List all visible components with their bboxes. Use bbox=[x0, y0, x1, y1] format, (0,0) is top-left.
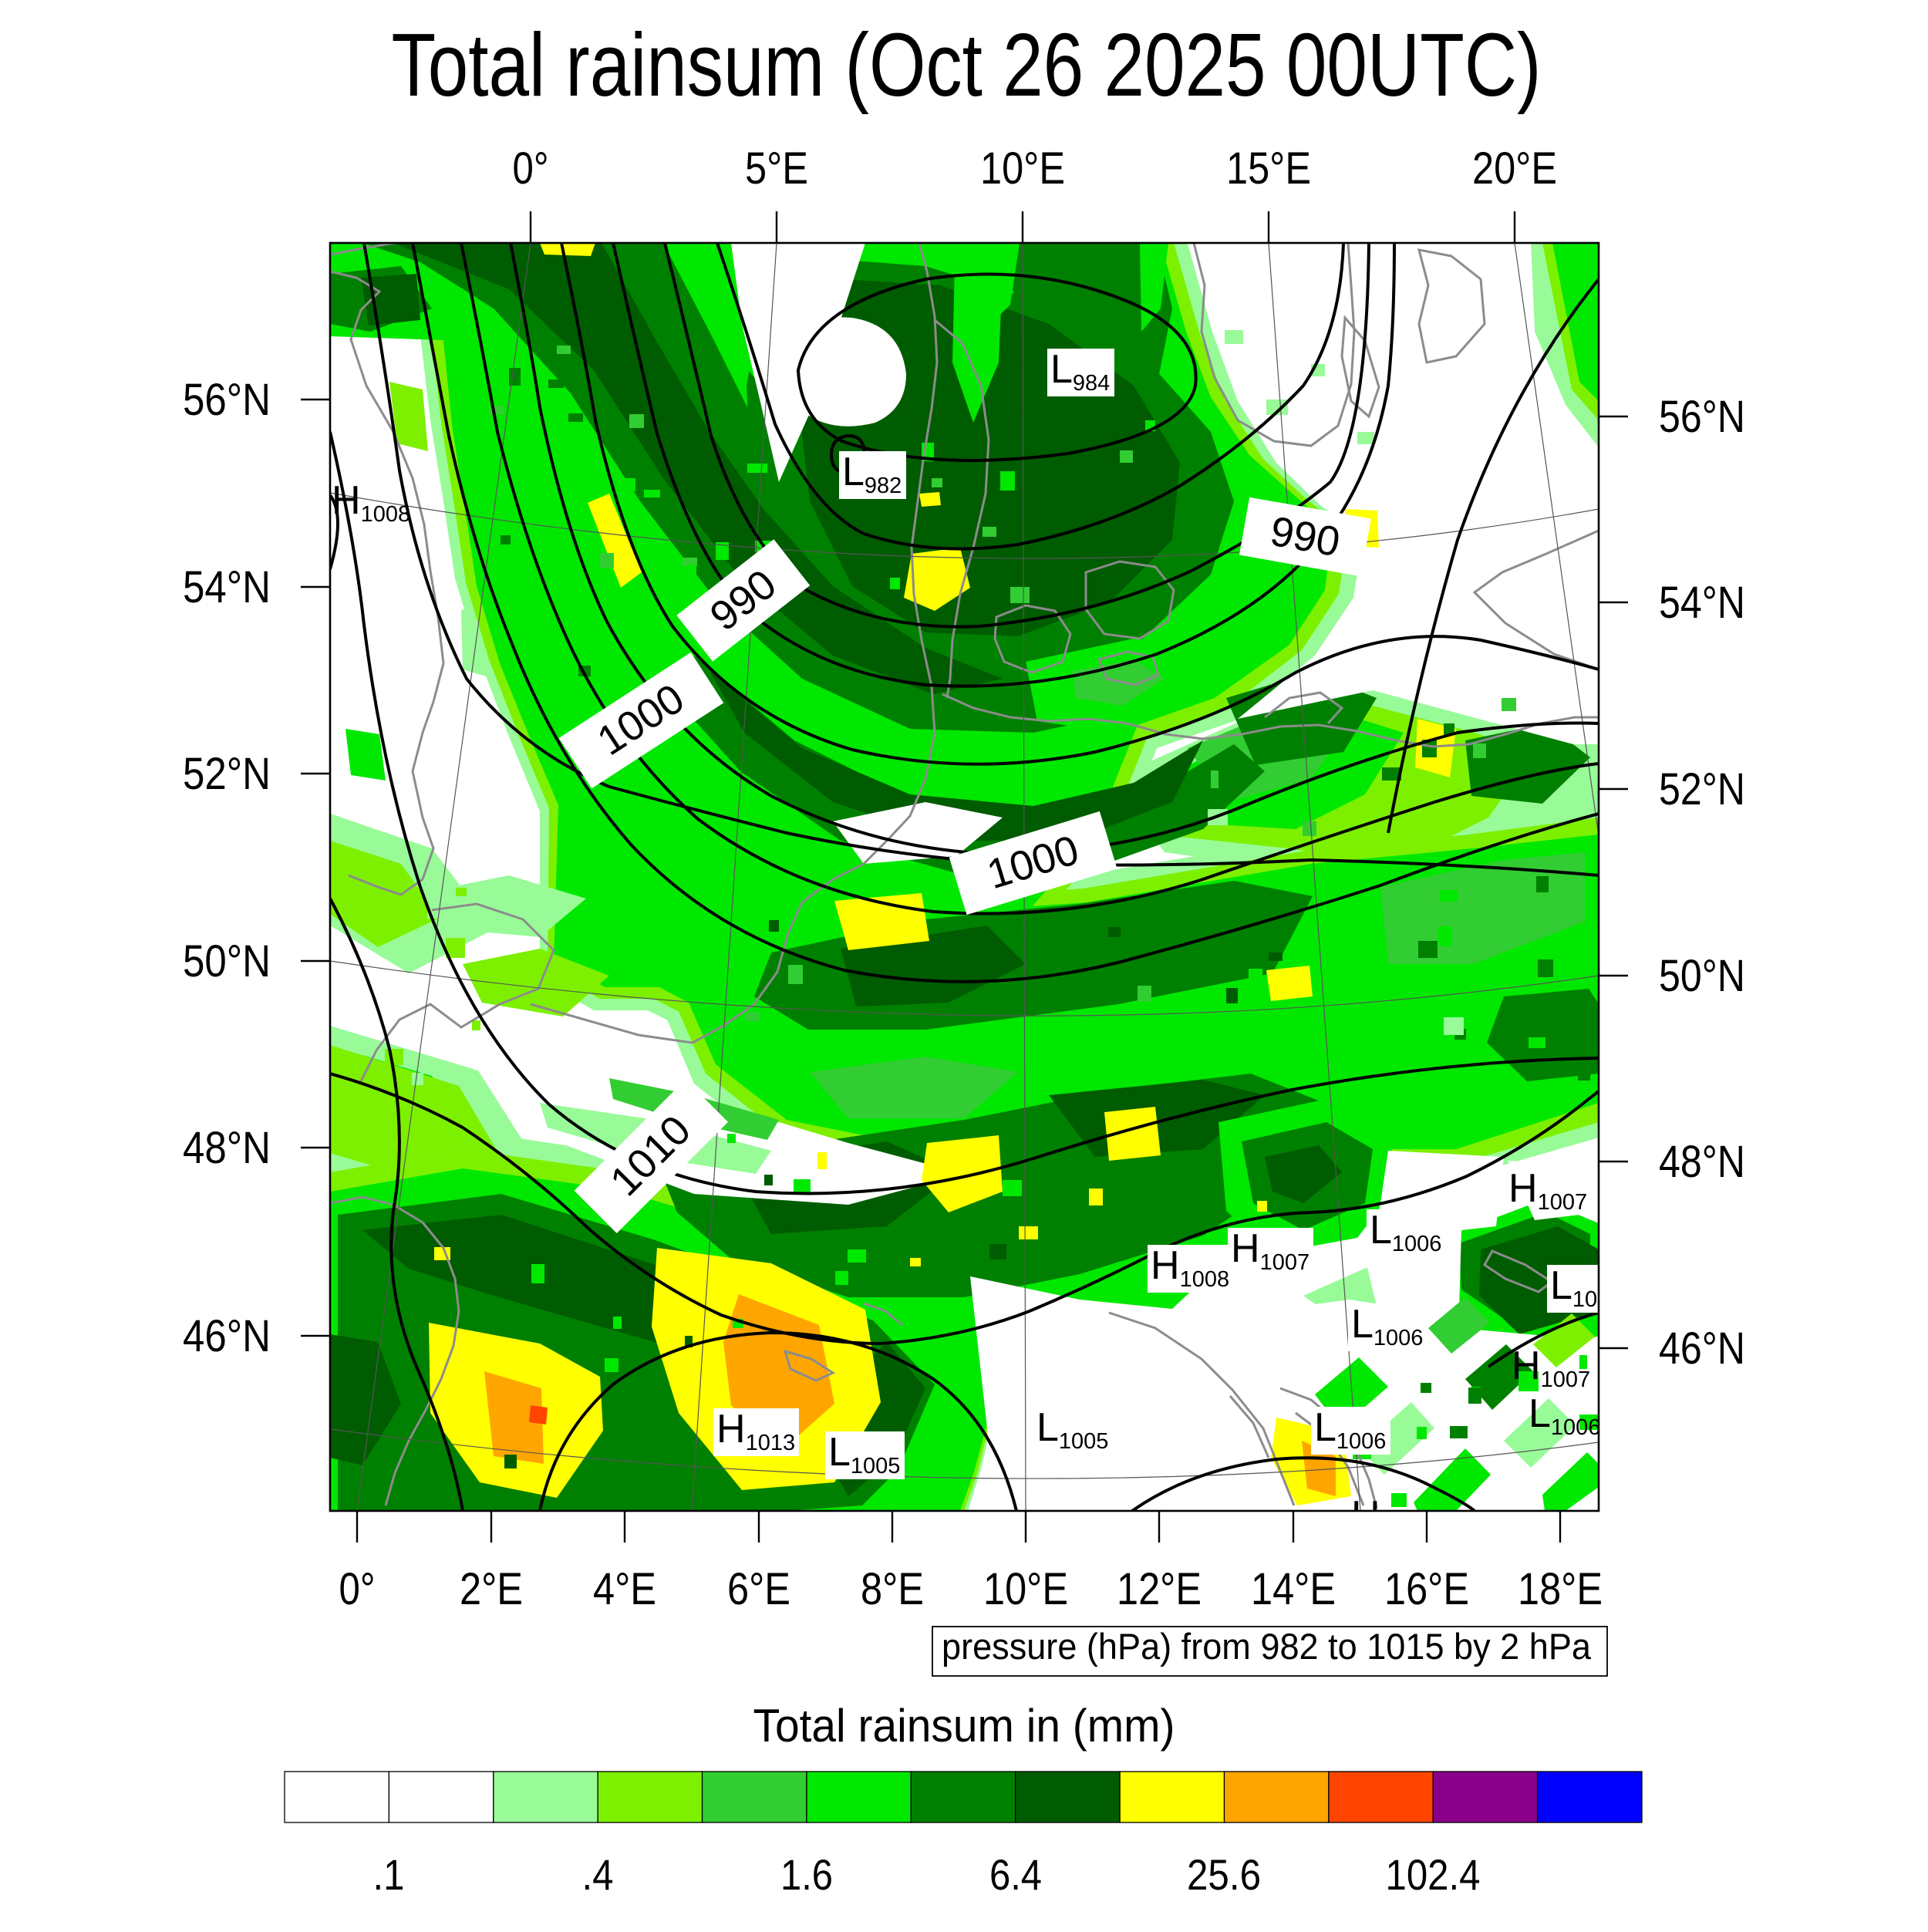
svg-text:4°E: 4°E bbox=[593, 1564, 656, 1614]
svg-text:15°E: 15°E bbox=[1226, 143, 1311, 194]
svg-text:8°E: 8°E bbox=[861, 1564, 924, 1614]
svg-text:48°N: 48°N bbox=[1659, 1137, 1745, 1187]
svg-text:pressure (hPa) from 982 to 101: pressure (hPa) from 982 to 1015 by 2 hPa bbox=[942, 1626, 1592, 1667]
svg-text:18°E: 18°E bbox=[1518, 1564, 1603, 1614]
svg-text:12°E: 12°E bbox=[1117, 1564, 1202, 1614]
svg-text:.4: .4 bbox=[582, 1850, 614, 1899]
svg-text:Total rainsum (Oct 26 2025 00U: Total rainsum (Oct 26 2025 00UTC) bbox=[392, 15, 1542, 115]
svg-text:46°N: 46°N bbox=[1659, 1323, 1745, 1374]
svg-text:48°N: 48°N bbox=[183, 1123, 271, 1173]
svg-text:Total rainsum in (mm): Total rainsum in (mm) bbox=[753, 1700, 1175, 1752]
svg-text:10°E: 10°E bbox=[983, 1564, 1068, 1614]
svg-text:1.6: 1.6 bbox=[780, 1850, 833, 1899]
svg-text:2°E: 2°E bbox=[460, 1564, 523, 1614]
svg-text:6.4: 6.4 bbox=[989, 1850, 1042, 1899]
svg-text:25.6: 25.6 bbox=[1187, 1850, 1261, 1899]
svg-text:14°E: 14°E bbox=[1251, 1564, 1336, 1614]
svg-text:50°N: 50°N bbox=[1659, 951, 1745, 1001]
svg-text:5°E: 5°E bbox=[745, 143, 808, 194]
svg-text:20°E: 20°E bbox=[1472, 143, 1557, 194]
svg-text:102.4: 102.4 bbox=[1386, 1850, 1481, 1899]
svg-text:0°: 0° bbox=[513, 143, 549, 194]
svg-text:46°N: 46°N bbox=[183, 1311, 271, 1361]
svg-text:6°E: 6°E bbox=[727, 1564, 790, 1614]
svg-text:52°N: 52°N bbox=[183, 749, 271, 799]
svg-text:0°: 0° bbox=[339, 1564, 376, 1614]
svg-text:54°N: 54°N bbox=[1659, 578, 1745, 628]
svg-text:L1006: L1006 bbox=[1370, 1208, 1441, 1256]
svg-text:50°N: 50°N bbox=[183, 936, 271, 986]
svg-text:16°E: 16°E bbox=[1384, 1564, 1469, 1614]
svg-text:10°E: 10°E bbox=[980, 143, 1065, 194]
svg-text:56°N: 56°N bbox=[1659, 392, 1745, 442]
svg-text:52°N: 52°N bbox=[1659, 764, 1745, 814]
svg-text:54°N: 54°N bbox=[183, 562, 271, 612]
svg-text:56°N: 56°N bbox=[183, 375, 271, 425]
svg-text:.1: .1 bbox=[373, 1850, 405, 1899]
